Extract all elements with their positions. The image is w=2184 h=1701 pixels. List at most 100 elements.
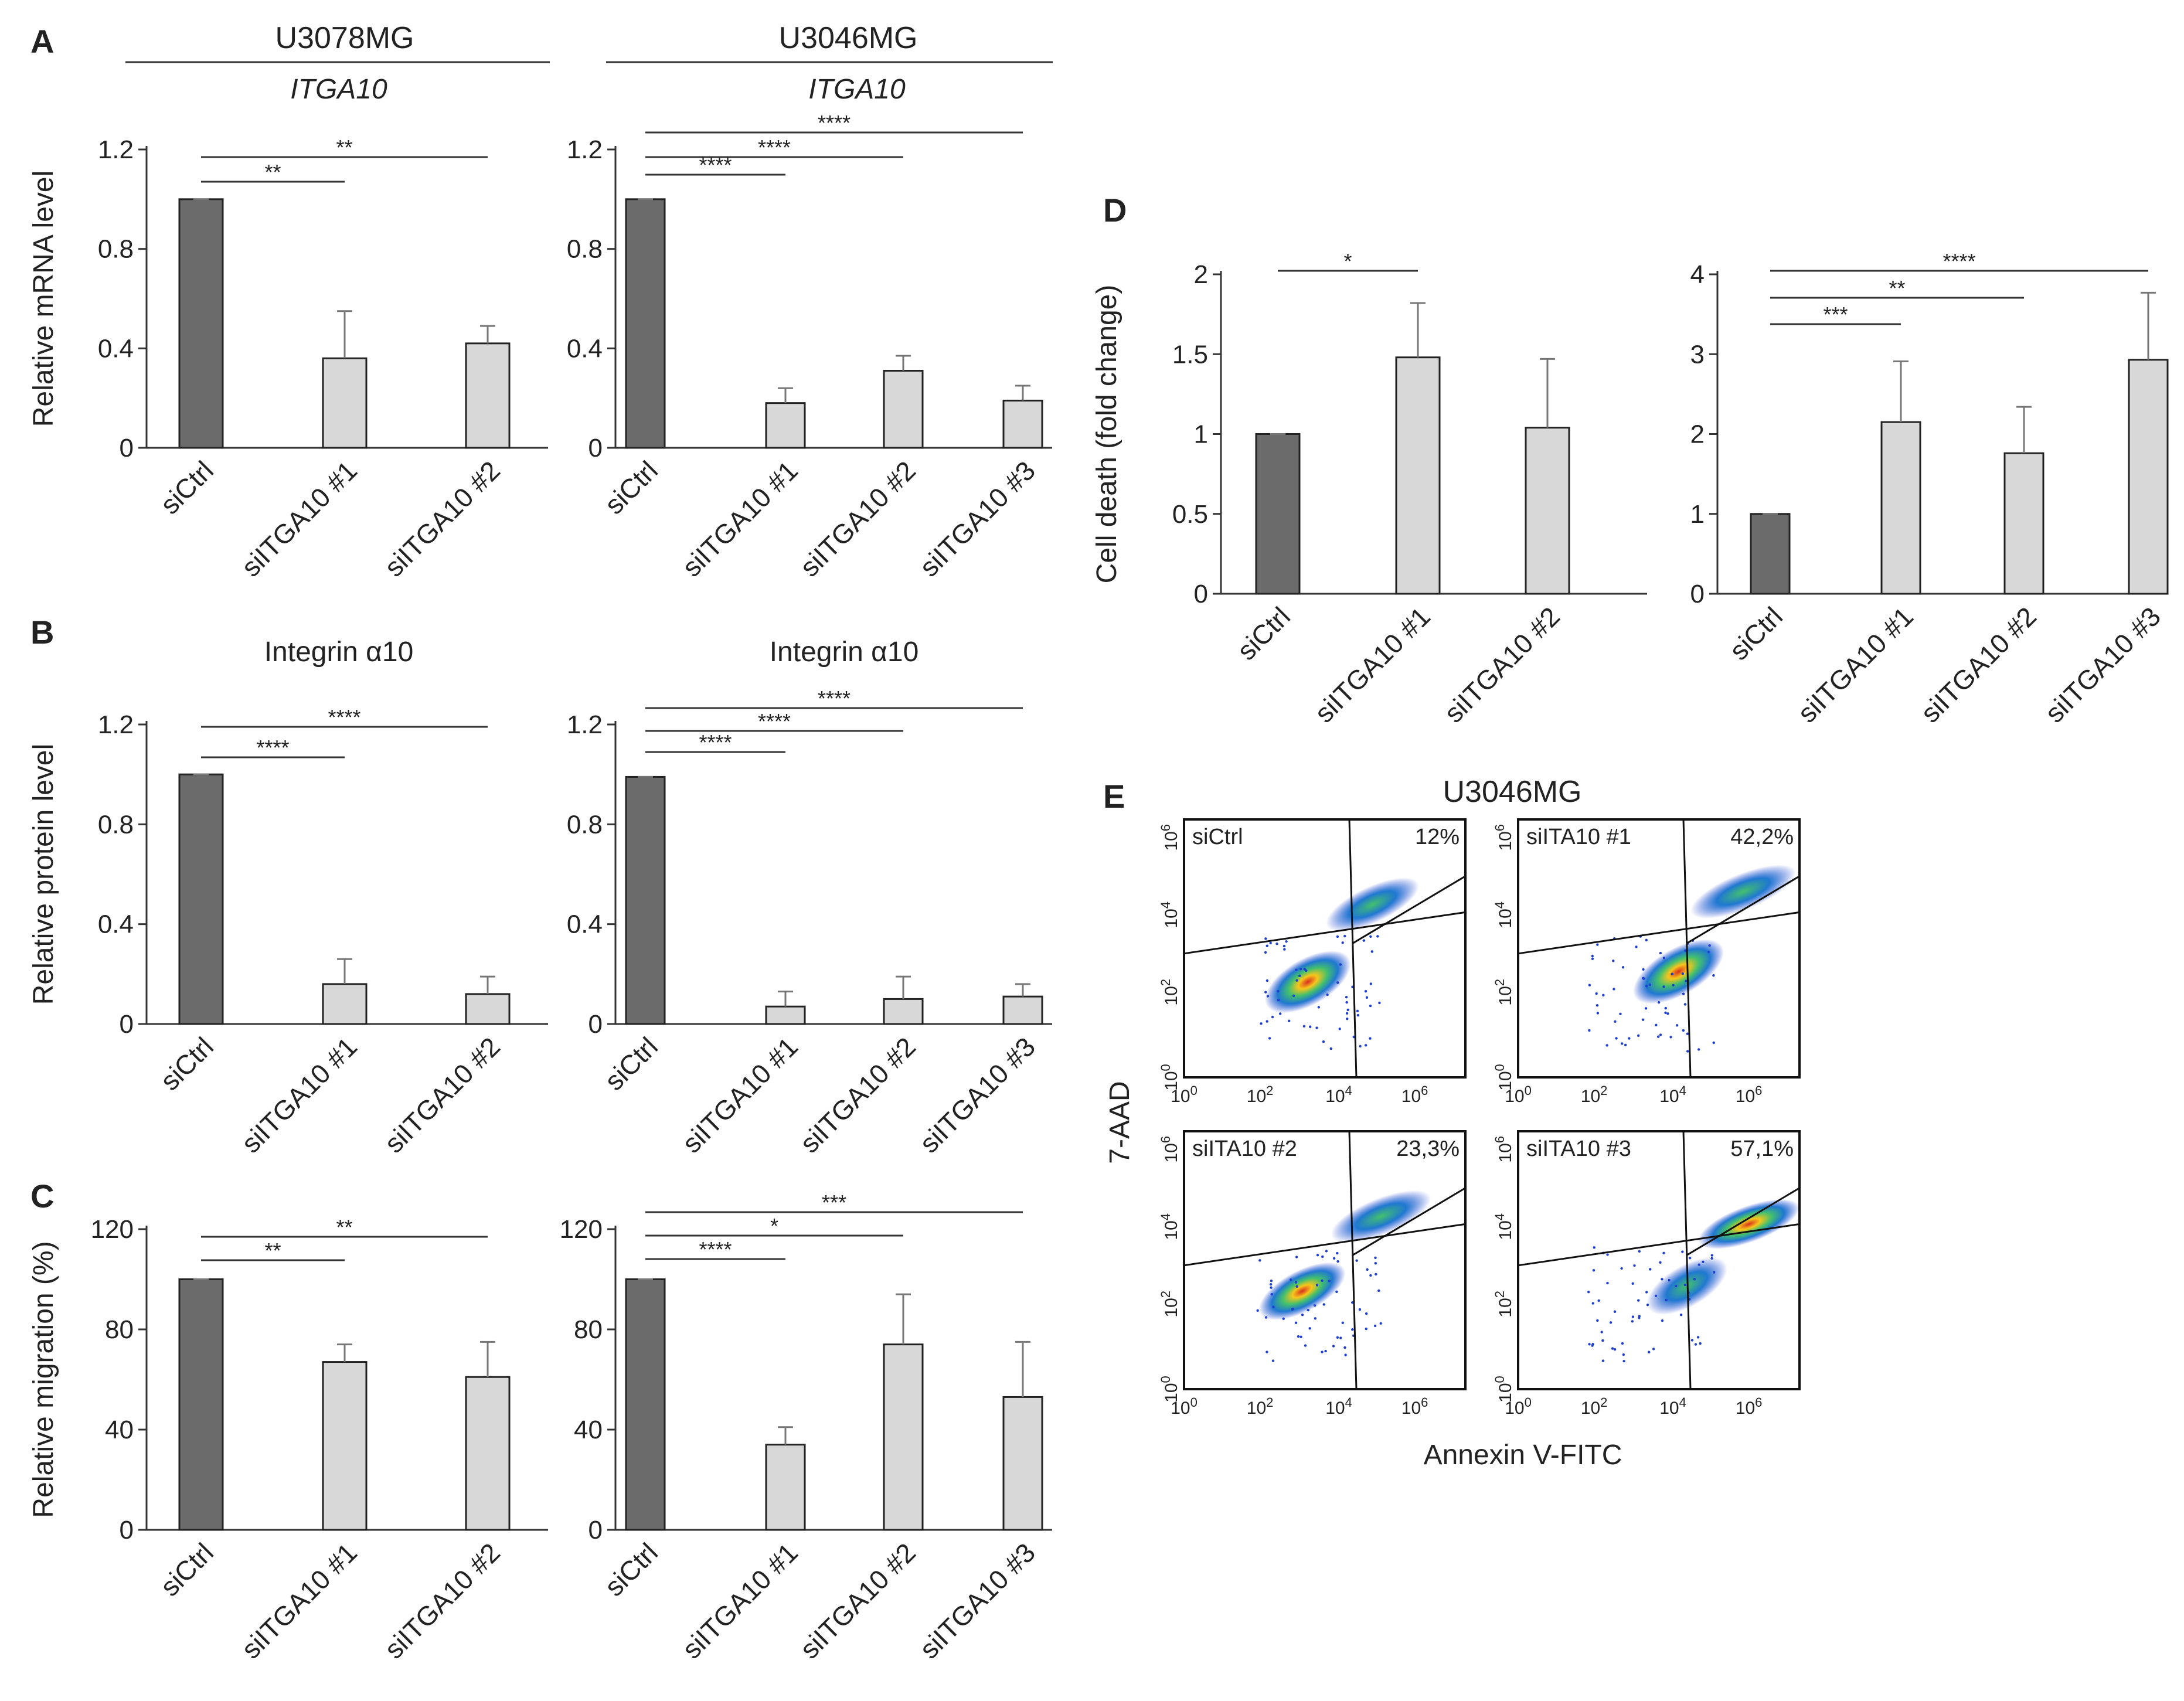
event-dot bbox=[1315, 1284, 1319, 1287]
gene-2-title: ITGA10 bbox=[808, 74, 906, 105]
event-dot bbox=[1329, 1047, 1332, 1050]
x-tick-label: 104 bbox=[1659, 1395, 1686, 1418]
event-dot bbox=[1270, 1286, 1273, 1289]
event-dot bbox=[1654, 1294, 1658, 1298]
flow-plot-frame bbox=[1517, 1130, 1801, 1390]
event-dot bbox=[1645, 938, 1648, 941]
event-dot bbox=[1369, 982, 1372, 985]
event-dot bbox=[1613, 1310, 1617, 1313]
event-dot bbox=[1369, 1037, 1372, 1040]
event-dot bbox=[1613, 988, 1615, 991]
event-dot bbox=[1364, 989, 1367, 993]
event-dot bbox=[1642, 977, 1645, 980]
category-label: siCtrl bbox=[598, 1537, 664, 1602]
chart-c-u3078mg: 0 40 80 120 Relative migration (%) siCtrl siIT… bbox=[28, 1215, 548, 1665]
event-dot bbox=[1321, 1279, 1324, 1282]
event-dot bbox=[1292, 994, 1295, 998]
y-tick-label: 4 bbox=[1690, 260, 1705, 289]
event-dot bbox=[1631, 1282, 1634, 1285]
flow-plot-percent: 57,1% bbox=[1730, 1137, 1794, 1161]
event-dot bbox=[1683, 1283, 1687, 1287]
event-dot bbox=[1655, 1023, 1658, 1026]
event-dot bbox=[1621, 966, 1625, 969]
tick-base: 10 bbox=[1162, 1220, 1181, 1240]
panel-label-a: A bbox=[30, 23, 54, 60]
event-dot bbox=[1375, 1273, 1377, 1276]
event-dot bbox=[1591, 1342, 1594, 1346]
event-dot bbox=[1369, 1004, 1372, 1008]
event-dot bbox=[1316, 1254, 1319, 1257]
bar-siitga10-1 bbox=[322, 357, 368, 449]
category-label: siITGA10 #1 bbox=[1792, 601, 1920, 729]
panel-label-c: C bbox=[30, 1178, 54, 1214]
x-tick-label: 102 bbox=[1581, 1395, 1608, 1418]
event-dot bbox=[1299, 1335, 1302, 1339]
tick-base: 10 bbox=[1401, 1087, 1421, 1106]
event-dot bbox=[1365, 1312, 1368, 1315]
event-dot bbox=[1611, 1347, 1614, 1350]
y-tick-label: 0.4 bbox=[567, 334, 603, 363]
event-dot bbox=[1591, 954, 1594, 958]
tick-exponent: 0 bbox=[1492, 1376, 1507, 1383]
significance-label: *** bbox=[1823, 302, 1848, 326]
tick-base: 10 bbox=[1162, 1383, 1181, 1402]
event-dot bbox=[1294, 1321, 1298, 1324]
event-dot bbox=[1641, 1018, 1645, 1021]
cell-line-2-title: U3046MG bbox=[779, 21, 918, 55]
tick-exponent: 6 bbox=[1492, 1136, 1507, 1143]
event-dot bbox=[1675, 1024, 1679, 1027]
bar-siitga10-1 bbox=[765, 1005, 806, 1025]
bar-siitga10-1 bbox=[765, 1444, 806, 1531]
vertical-gate bbox=[1682, 1131, 1692, 1390]
event-dot bbox=[1303, 968, 1307, 971]
tick-base: 10 bbox=[1325, 1087, 1345, 1106]
event-dot bbox=[1666, 1012, 1669, 1015]
event-dot bbox=[1266, 979, 1269, 982]
event-dot bbox=[1295, 1256, 1298, 1258]
y-tick-label: 100 bbox=[1158, 1064, 1181, 1091]
significance-label: ** bbox=[336, 1215, 352, 1239]
event-dot bbox=[1596, 1004, 1599, 1007]
tick-exponent: 2 bbox=[1492, 1291, 1507, 1298]
tick-base: 10 bbox=[1659, 1087, 1679, 1106]
bar-siitga10-3 bbox=[1002, 995, 1043, 1025]
panel-label-d: D bbox=[1103, 192, 1127, 229]
event-dot bbox=[1336, 1251, 1339, 1255]
event-dot bbox=[1370, 950, 1373, 953]
event-dot bbox=[1596, 1012, 1600, 1015]
y-tick-label: 0.4 bbox=[567, 910, 603, 939]
significance-label: ** bbox=[264, 1239, 281, 1263]
flow-plot-label: siCtrl bbox=[1192, 825, 1243, 849]
vertical-gate bbox=[1682, 819, 1692, 1078]
event-dot bbox=[1301, 1314, 1304, 1316]
vertical-gate bbox=[1348, 1131, 1358, 1390]
event-dot bbox=[1686, 1032, 1689, 1035]
event-dot bbox=[1270, 1292, 1273, 1296]
event-dot bbox=[1645, 1291, 1648, 1294]
tick-base: 10 bbox=[1496, 909, 1515, 928]
category-label: siITGA10 #2 bbox=[379, 1537, 506, 1665]
event-dot bbox=[1376, 935, 1379, 938]
flow-plot-label: siITA10 #3 bbox=[1526, 1137, 1631, 1161]
category-label: siITGA10 #1 bbox=[676, 1537, 804, 1665]
tick-exponent: 4 bbox=[1679, 1395, 1686, 1410]
flow-title: U3046MG bbox=[1443, 775, 1582, 809]
event-dot bbox=[1270, 1279, 1273, 1282]
flow-cytometry-panel: U3046MG 7-AAD Annexin V-FITC siCtrl 12% 10… bbox=[1104, 775, 1801, 1471]
significance-label: **** bbox=[758, 135, 791, 159]
category-label: siITGA10 #2 bbox=[379, 1031, 506, 1159]
x-tick-label: 100 bbox=[1171, 1083, 1198, 1106]
tick-base: 10 bbox=[1171, 1399, 1190, 1418]
event-dot bbox=[1668, 1278, 1671, 1282]
diagonal-gate bbox=[1686, 875, 1800, 944]
significance-label: **** bbox=[256, 736, 289, 760]
event-dot bbox=[1287, 1019, 1291, 1022]
event-dot bbox=[1591, 1302, 1594, 1305]
event-dot bbox=[1686, 1050, 1689, 1053]
x-tick-label: 104 bbox=[1325, 1395, 1352, 1418]
event-dot bbox=[1648, 983, 1652, 986]
